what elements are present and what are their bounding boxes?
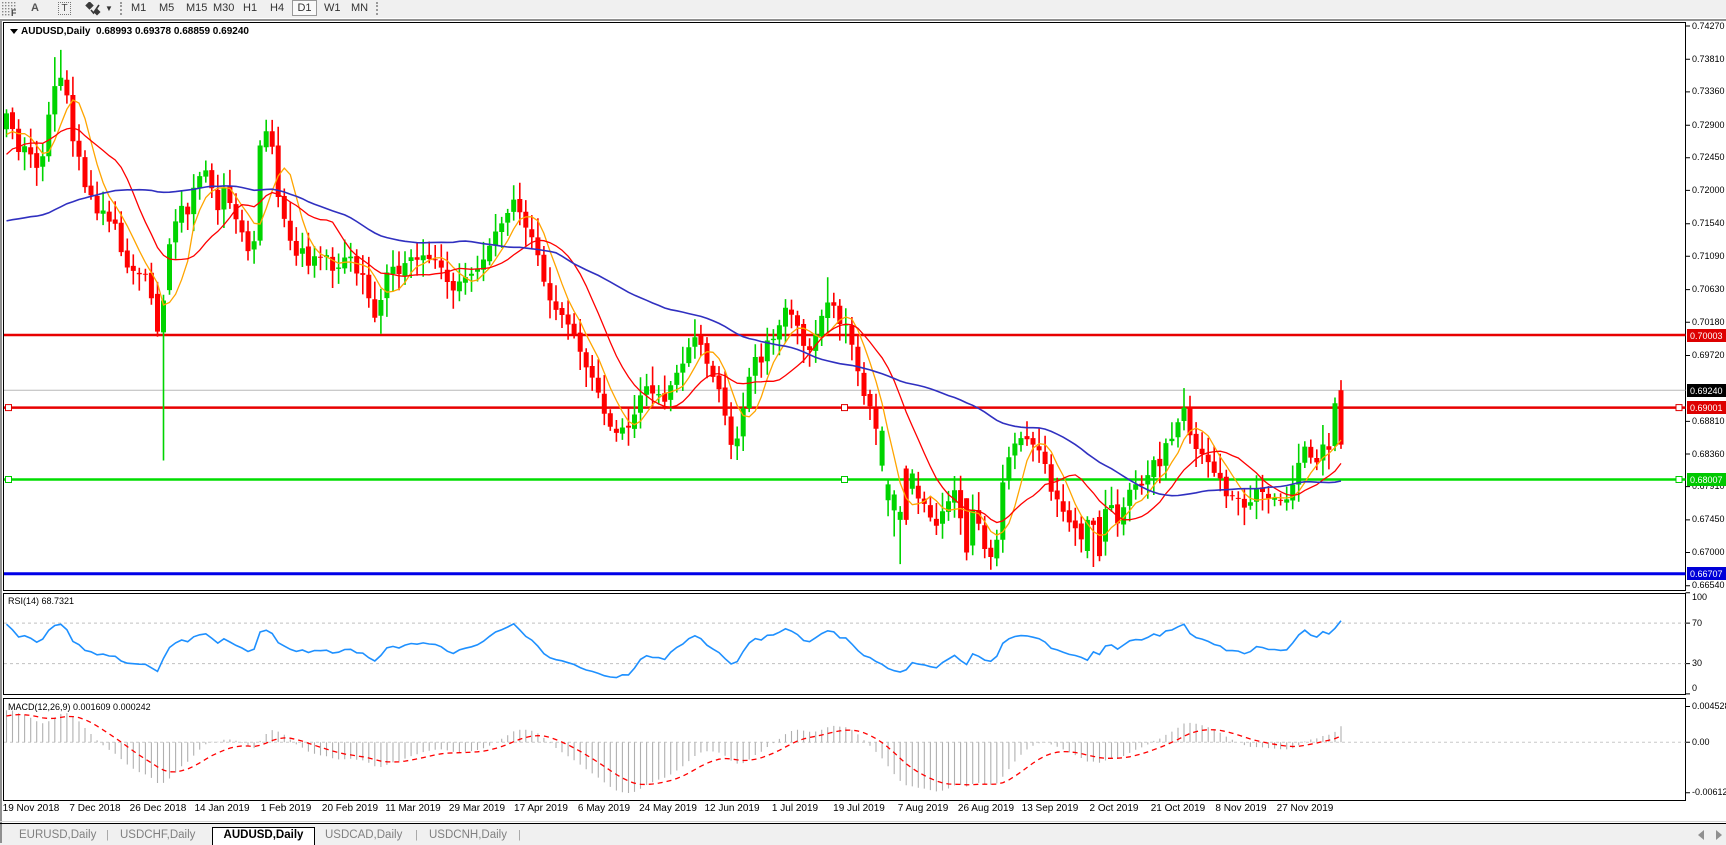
svg-text:F: F bbox=[11, 8, 16, 16]
